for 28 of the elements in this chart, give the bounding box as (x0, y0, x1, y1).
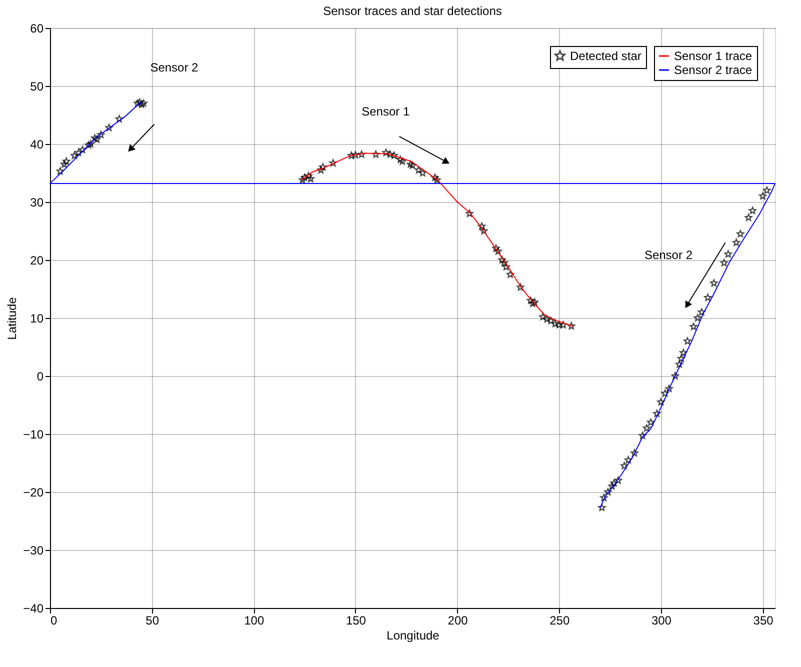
y-axis-title: Latitude (5, 296, 20, 340)
y-tick-label: 10 (30, 312, 44, 326)
y-tick-label: −30 (23, 544, 44, 558)
x-tick-label: 150 (346, 614, 366, 628)
y-tick-label: 20 (30, 254, 44, 268)
y-tick-label: 60 (30, 22, 44, 36)
legend-label: Sensor 2 trace (674, 63, 752, 77)
x-tick-label: 300 (651, 614, 672, 628)
chart-title: Sensor traces and star detections (323, 4, 502, 18)
y-tick-label: −20 (23, 486, 44, 500)
x-tick-label: 0 (50, 614, 58, 628)
x-axis-title: Longitude (386, 628, 440, 642)
legend-label: Detected star (570, 49, 642, 63)
y-tick-label: 40 (30, 138, 44, 152)
annotation: Sensor 2 (150, 60, 199, 74)
annotation: Sensor 1 (362, 104, 410, 119)
y-tick-label: −10 (23, 428, 44, 442)
y-tick-label: −40 (23, 602, 44, 616)
x-tick-label: 200 (448, 614, 468, 628)
x-tick-label: 50 (146, 614, 160, 628)
x-tick-label: 250 (550, 614, 570, 628)
legend-label: Sensor 1 trace (674, 49, 752, 63)
y-tick-label: 0 (36, 370, 44, 384)
annotation: Sensor 2 (644, 248, 693, 262)
x-tick-label: 350 (753, 614, 774, 628)
y-tick-label: 30 (30, 196, 44, 210)
y-tick-label: 50 (30, 80, 44, 94)
x-tick-label: 100 (244, 614, 264, 628)
